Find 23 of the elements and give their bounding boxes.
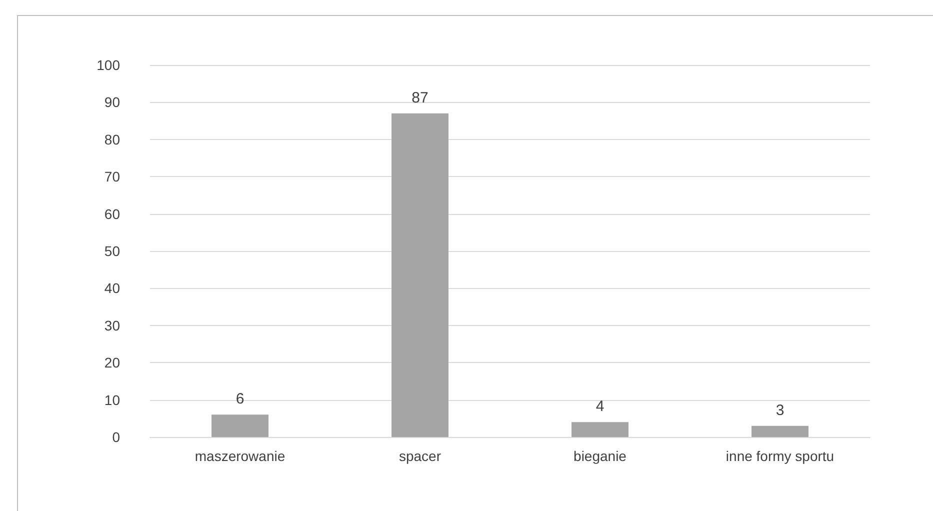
y-tick-label: 100 [96,57,120,73]
y-tick-label: 40 [104,280,120,296]
x-tick-label: inne formy sportu [726,448,834,464]
y-tick-label: 80 [104,131,120,148]
y-tick-label: 70 [104,168,120,185]
y-tick-label: 90 [104,94,120,110]
x-tick-label: spacer [398,448,442,464]
y-tick-label: 10 [104,392,120,408]
data-label: 87 [412,89,428,106]
x-tick-label: maszerowanie [194,448,286,464]
y-tick-label: 20 [104,354,120,371]
bar [212,414,268,437]
x-tick-label: bieganie [574,448,627,464]
data-label: 6 [236,390,244,408]
data-label: 4 [596,398,604,416]
y-tick-label: 50 [104,243,120,259]
bar [572,422,628,437]
y-tick-label: 60 [104,206,120,222]
y-tick-label: 0 [112,429,120,445]
bar [752,426,808,437]
data-label: 3 [776,402,784,419]
y-tick-label: 30 [104,317,120,334]
bar [392,113,448,437]
